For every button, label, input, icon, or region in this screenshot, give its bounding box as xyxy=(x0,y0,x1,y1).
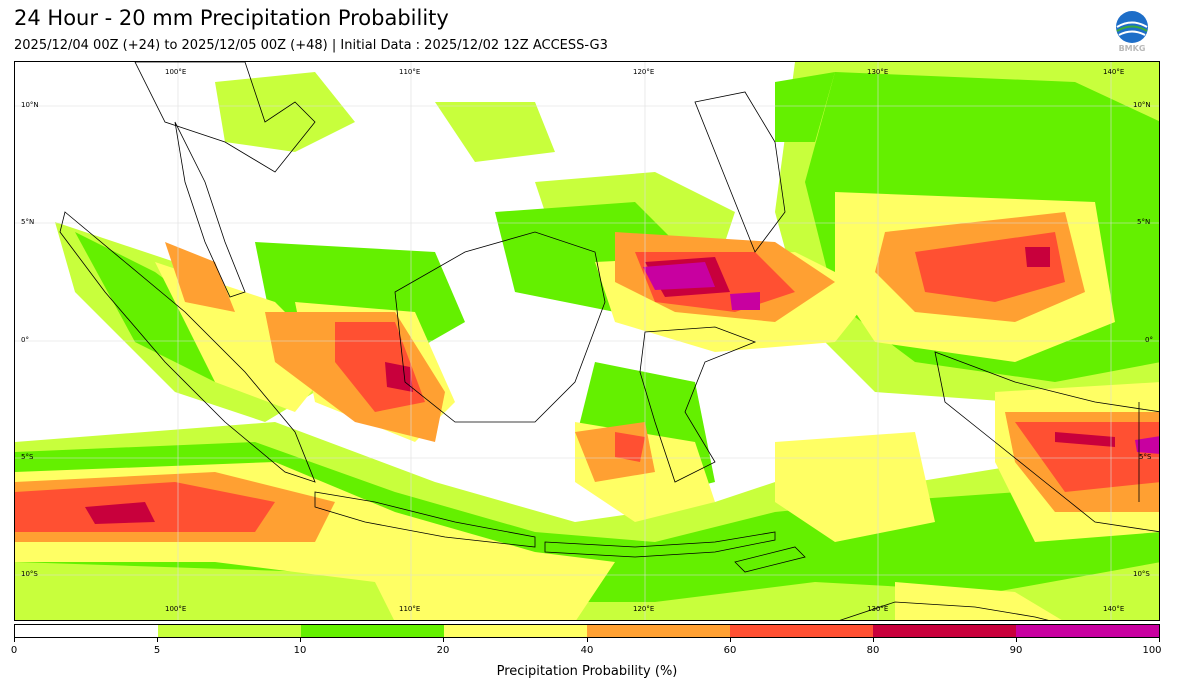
lat-label-right: 0° xyxy=(1145,336,1153,344)
colorbar-tick xyxy=(1159,638,1160,642)
lat-label-left: 0° xyxy=(21,336,29,344)
map-canvas xyxy=(15,62,1159,620)
colorbar-tick xyxy=(730,638,731,642)
colorbar-label: 80 xyxy=(866,645,880,656)
lon-label-bottom: 100°E xyxy=(165,605,187,613)
lat-label-left: 5°N xyxy=(21,218,35,226)
indochina-coast xyxy=(134,62,316,173)
map-title: 24 Hour - 20 mm Precipitation Probabilit… xyxy=(14,6,449,30)
colorbar-tick xyxy=(157,638,158,642)
precipitation-map: 100°E 110°E 120°E 130°E 140°E 100°E 110°… xyxy=(14,61,1160,621)
colorbar-segment xyxy=(1016,625,1159,637)
lat-label-right: 5°N xyxy=(1137,218,1151,226)
colorbar-segment xyxy=(873,625,1016,637)
colorbar-segment xyxy=(158,625,301,637)
colorbar-tick xyxy=(300,638,301,642)
new-guinea-coast xyxy=(934,351,1159,533)
lon-label-top: 100°E xyxy=(165,68,187,76)
colorbar-label: 90 xyxy=(1009,645,1023,656)
colorbar-segment xyxy=(15,625,158,637)
lon-label-top: 130°E xyxy=(867,68,889,76)
colorbar-title: Precipitation Probability (%) xyxy=(496,664,678,679)
malay-peninsula-coast xyxy=(174,121,246,298)
lat-label-left: 5°S xyxy=(21,453,34,461)
logo-label: BMKG xyxy=(1118,44,1146,53)
colorbar-segment xyxy=(587,625,730,637)
lon-label-bottom: 110°E xyxy=(399,605,421,613)
lon-label-top: 120°E xyxy=(633,68,655,76)
lat-label-left: 10°N xyxy=(21,101,39,109)
borneo-coast xyxy=(394,231,606,423)
philippines-coast xyxy=(694,91,786,253)
colorbar-label: 100 xyxy=(1142,645,1162,656)
lon-label-bottom: 140°E xyxy=(1103,605,1125,613)
coastlines xyxy=(59,62,1159,620)
colorbar-label: 20 xyxy=(436,645,450,656)
colorbar-tick xyxy=(443,638,444,642)
map-subtitle: 2025/12/04 00Z (+24) to 2025/12/05 00Z (… xyxy=(14,38,608,53)
timor-coast xyxy=(734,546,806,573)
lat-label-left: 10°S xyxy=(21,570,38,578)
colorbar-label: 60 xyxy=(723,645,737,656)
colorbar-segment xyxy=(730,625,873,637)
lesser-sunda-coast xyxy=(544,531,776,558)
colorbar-segment xyxy=(301,625,444,637)
colorbar-label: 40 xyxy=(580,645,594,656)
australia-coast xyxy=(839,601,1049,620)
colorbar-label: 5 xyxy=(153,645,161,656)
colorbar-tick xyxy=(873,638,874,642)
colorbar xyxy=(14,624,1160,638)
colorbar-tick xyxy=(14,638,15,642)
colorbar-tick xyxy=(1016,638,1017,642)
lon-label-top: 140°E xyxy=(1103,68,1125,76)
lon-label-bottom: 120°E xyxy=(633,605,655,613)
colorbar-tick xyxy=(587,638,588,642)
java-coast xyxy=(314,491,536,548)
lat-label-right: 5°S xyxy=(1139,453,1152,461)
lon-label-top: 110°E xyxy=(399,68,421,76)
sulawesi-coast xyxy=(639,326,757,483)
bmkg-globe-icon xyxy=(1116,11,1148,43)
lat-label-right: 10°N xyxy=(1133,101,1151,109)
lon-label-bottom: 130°E xyxy=(867,605,889,613)
graticule xyxy=(15,62,1159,620)
sumatra-coast xyxy=(59,211,316,483)
prob-layer-90 xyxy=(643,262,1159,454)
colorbar-label: 0 xyxy=(10,645,18,656)
colorbar-segment xyxy=(444,625,587,637)
lat-label-right: 10°S xyxy=(1133,570,1150,578)
colorbar-label: 10 xyxy=(293,645,307,656)
